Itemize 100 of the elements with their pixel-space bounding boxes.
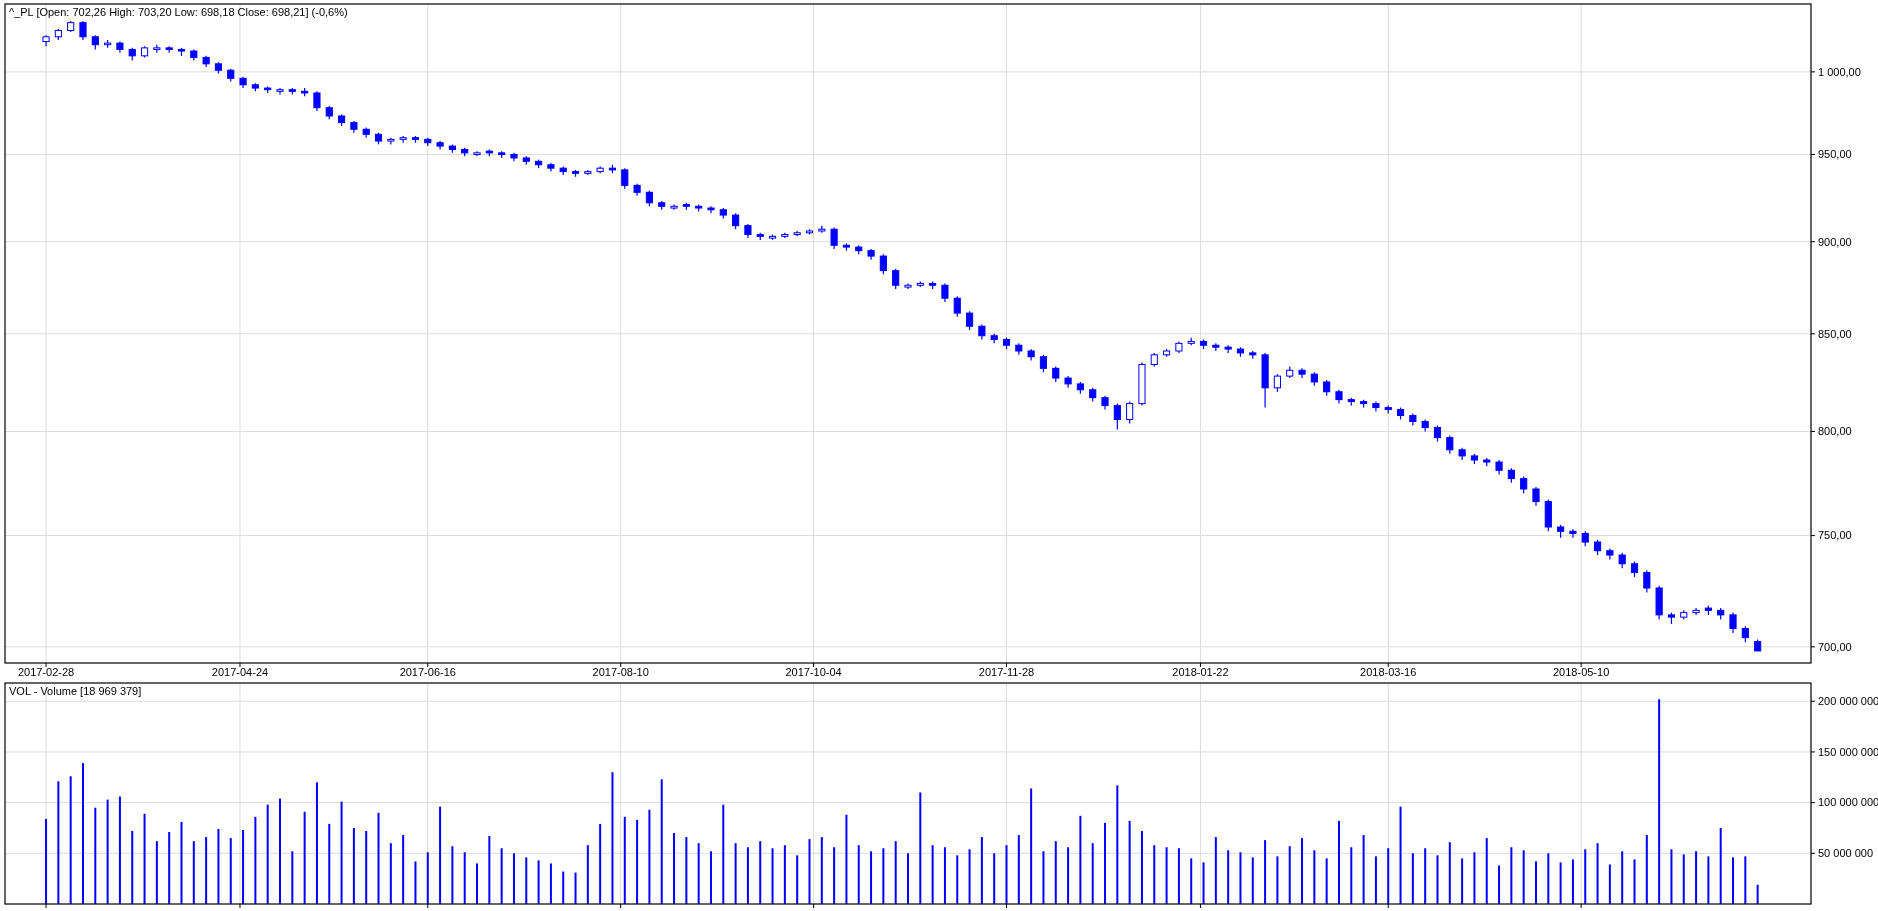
- bar: [1485, 838, 1488, 904]
- bar: [352, 827, 355, 904]
- bar: [1325, 858, 1328, 904]
- bar: [623, 816, 626, 904]
- bar: [217, 828, 220, 904]
- bar: [377, 812, 380, 904]
- bar: [303, 811, 306, 904]
- bar: [1584, 849, 1587, 904]
- bar: [1153, 845, 1156, 904]
- bar: [808, 839, 811, 904]
- bar: [69, 776, 72, 904]
- bar: [1756, 884, 1759, 904]
- candlestick: [621, 167, 629, 190]
- bar: [463, 852, 466, 904]
- bar: [1461, 858, 1464, 904]
- bar: [820, 837, 823, 904]
- bar: [451, 846, 454, 904]
- bar: [57, 781, 60, 904]
- bar: [1608, 864, 1611, 904]
- bar: [1645, 835, 1648, 904]
- bar: [1670, 849, 1673, 904]
- bar: [1732, 857, 1735, 904]
- bar: [1695, 851, 1698, 904]
- bar: [919, 792, 922, 904]
- bar: [1707, 856, 1710, 904]
- bar: [1350, 847, 1353, 904]
- bar: [1116, 785, 1119, 904]
- candlestick: [276, 87, 284, 96]
- candlestick: [313, 90, 321, 112]
- bar: [685, 837, 688, 904]
- bar: [1436, 855, 1439, 904]
- y-tick-label: 100 000 000: [1818, 796, 1878, 809]
- bar: [771, 848, 774, 904]
- bar: [574, 872, 577, 904]
- y-tick-label: 150 000 000: [1818, 745, 1878, 758]
- bar: [796, 855, 799, 904]
- y-tick-label: 850,00: [1818, 327, 1852, 340]
- bar: [1005, 845, 1008, 904]
- bar: [525, 857, 528, 904]
- bar: [1337, 820, 1340, 904]
- bar: [205, 837, 208, 904]
- bar: [956, 855, 959, 904]
- bar: [1251, 857, 1254, 904]
- candlestick: [399, 135, 407, 144]
- chart-title: ^_PL [Open: 702,26 High: 703,20 Low: 698,18 Close: 698,21] (-0,6%): [9, 6, 348, 18]
- bar: [365, 831, 368, 904]
- candlestick: [153, 44, 161, 54]
- bar: [1621, 851, 1624, 904]
- bar: [783, 845, 786, 904]
- candlestick: [707, 205, 715, 214]
- bar: [599, 823, 602, 904]
- bar: [931, 845, 934, 904]
- y-tick-label: 800,00: [1818, 425, 1852, 438]
- bar: [1387, 848, 1390, 904]
- bar: [943, 847, 946, 904]
- candlestick: [830, 226, 838, 250]
- bar: [1448, 842, 1451, 904]
- bar: [1177, 848, 1180, 904]
- bar: [1190, 858, 1193, 904]
- bar: [648, 809, 651, 904]
- candlestick: [1692, 607, 1700, 616]
- bar: [168, 832, 171, 904]
- bar: [1682, 854, 1685, 904]
- y-tick-label: 900,00: [1818, 235, 1852, 248]
- bar: [1288, 846, 1291, 904]
- bar: [1473, 852, 1476, 904]
- bar: [993, 853, 996, 904]
- bar: [636, 819, 639, 904]
- bar: [1239, 852, 1242, 904]
- candlestick: [1446, 434, 1454, 455]
- bar: [192, 841, 195, 904]
- y-tick-label: 50 000 000: [1818, 847, 1874, 860]
- bar: [673, 833, 676, 904]
- bar: [1658, 699, 1661, 904]
- bar: [833, 847, 836, 904]
- chart-title: VOL - Volume [18 969 379]: [9, 685, 142, 697]
- bar: [1522, 850, 1525, 904]
- bar: [1559, 862, 1562, 904]
- bar: [81, 763, 84, 904]
- bar: [1079, 815, 1082, 904]
- bar: [1719, 827, 1722, 904]
- bar: [1202, 862, 1205, 904]
- bar: [229, 838, 232, 904]
- bar: [894, 841, 897, 904]
- bar: [1128, 820, 1131, 904]
- bar: [131, 831, 134, 904]
- bar: [734, 843, 737, 904]
- candlestick: [879, 253, 887, 275]
- bar: [697, 843, 700, 904]
- bar: [1091, 843, 1094, 904]
- bar: [1744, 856, 1747, 904]
- candlestick: [1532, 486, 1540, 507]
- y-tick-label: 750,00: [1818, 529, 1852, 542]
- candlestick: [79, 20, 87, 41]
- bar: [476, 863, 479, 904]
- candlestick: [1569, 528, 1577, 539]
- candlestick: [941, 282, 949, 303]
- bar: [1067, 847, 1070, 904]
- bar: [1374, 856, 1377, 904]
- bar: [980, 837, 983, 904]
